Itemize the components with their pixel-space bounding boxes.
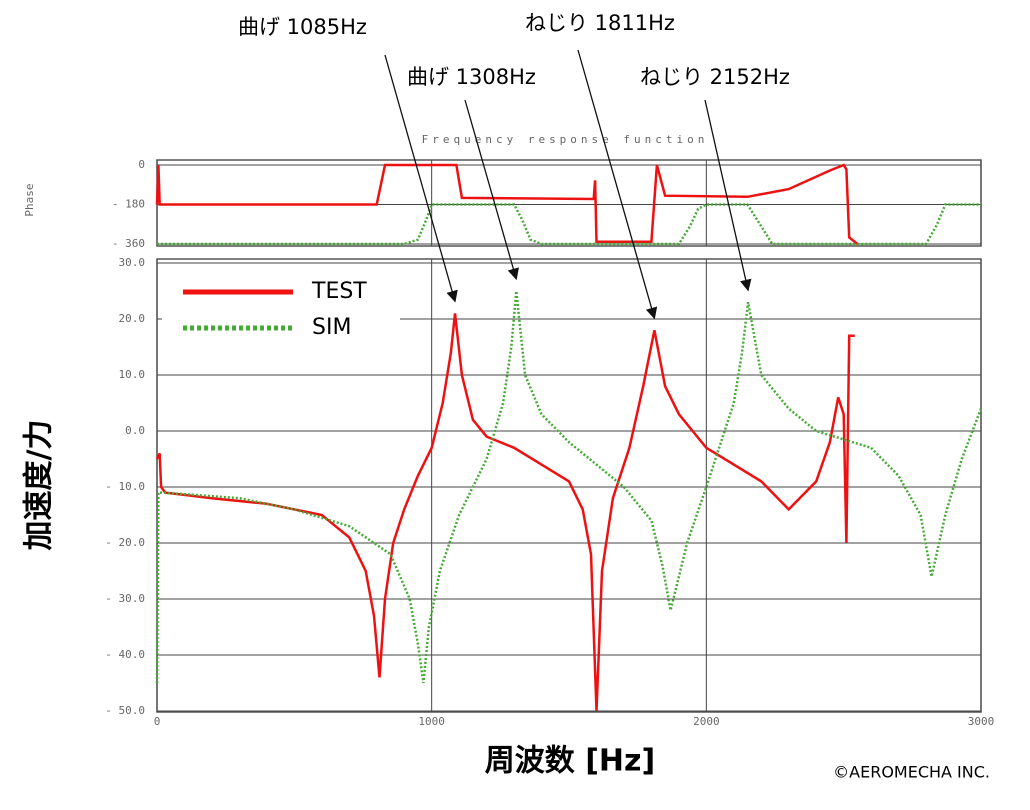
phase-title: Frequency response function (422, 133, 709, 146)
x-axis-label: 周波数 [Hz] (485, 744, 655, 779)
series-line (155, 163, 859, 245)
annotation-arrow (704, 99, 752, 292)
series-line (157, 203, 981, 246)
y-tick-label: 10.0 (119, 368, 146, 381)
y-tick-label: - 10.0 (105, 480, 145, 493)
x-tick-label: 3000 (968, 715, 995, 728)
annotation: 曲げ 1308Hz (407, 65, 536, 89)
y-tick-label: - 20.0 (105, 536, 145, 549)
annotation: 曲げ 1085Hz (238, 15, 367, 39)
y-tick-label: - 180 (112, 198, 145, 211)
y-tick-label: - 360 (112, 237, 145, 250)
x-tick-label: 0 (154, 715, 161, 728)
plot-frame (156, 159, 982, 247)
y-tick-label: - 50.0 (105, 704, 145, 717)
annotation-arrow (464, 99, 519, 281)
y-tick-label: - 40.0 (105, 648, 145, 661)
y-tick-label: 0.0 (125, 424, 145, 437)
y-tick-label: - 30.0 (105, 592, 145, 605)
y-tick-label: 30.0 (119, 256, 146, 269)
series-line (155, 290, 983, 684)
legend-label: TEST (311, 279, 367, 304)
y-tick-label: 0 (138, 158, 145, 171)
series-line (155, 313, 855, 712)
x-tick-label: 1000 (418, 715, 445, 728)
copyright: ©AEROMECHA INC. (833, 763, 990, 782)
phase-ylabel: Phase (23, 183, 36, 216)
legend-label: SIM (312, 315, 351, 340)
y-tick-label: 20.0 (119, 312, 146, 325)
legend-box (162, 270, 400, 350)
annotation: ねじり 2152Hz (640, 65, 790, 89)
y-axis-label: 加速度/力 (22, 420, 57, 551)
annotation-arrow (384, 54, 458, 303)
annotation: ねじり 1811Hz (525, 11, 675, 35)
annotation-arrow (577, 49, 658, 320)
x-tick-label: 2000 (693, 715, 720, 728)
